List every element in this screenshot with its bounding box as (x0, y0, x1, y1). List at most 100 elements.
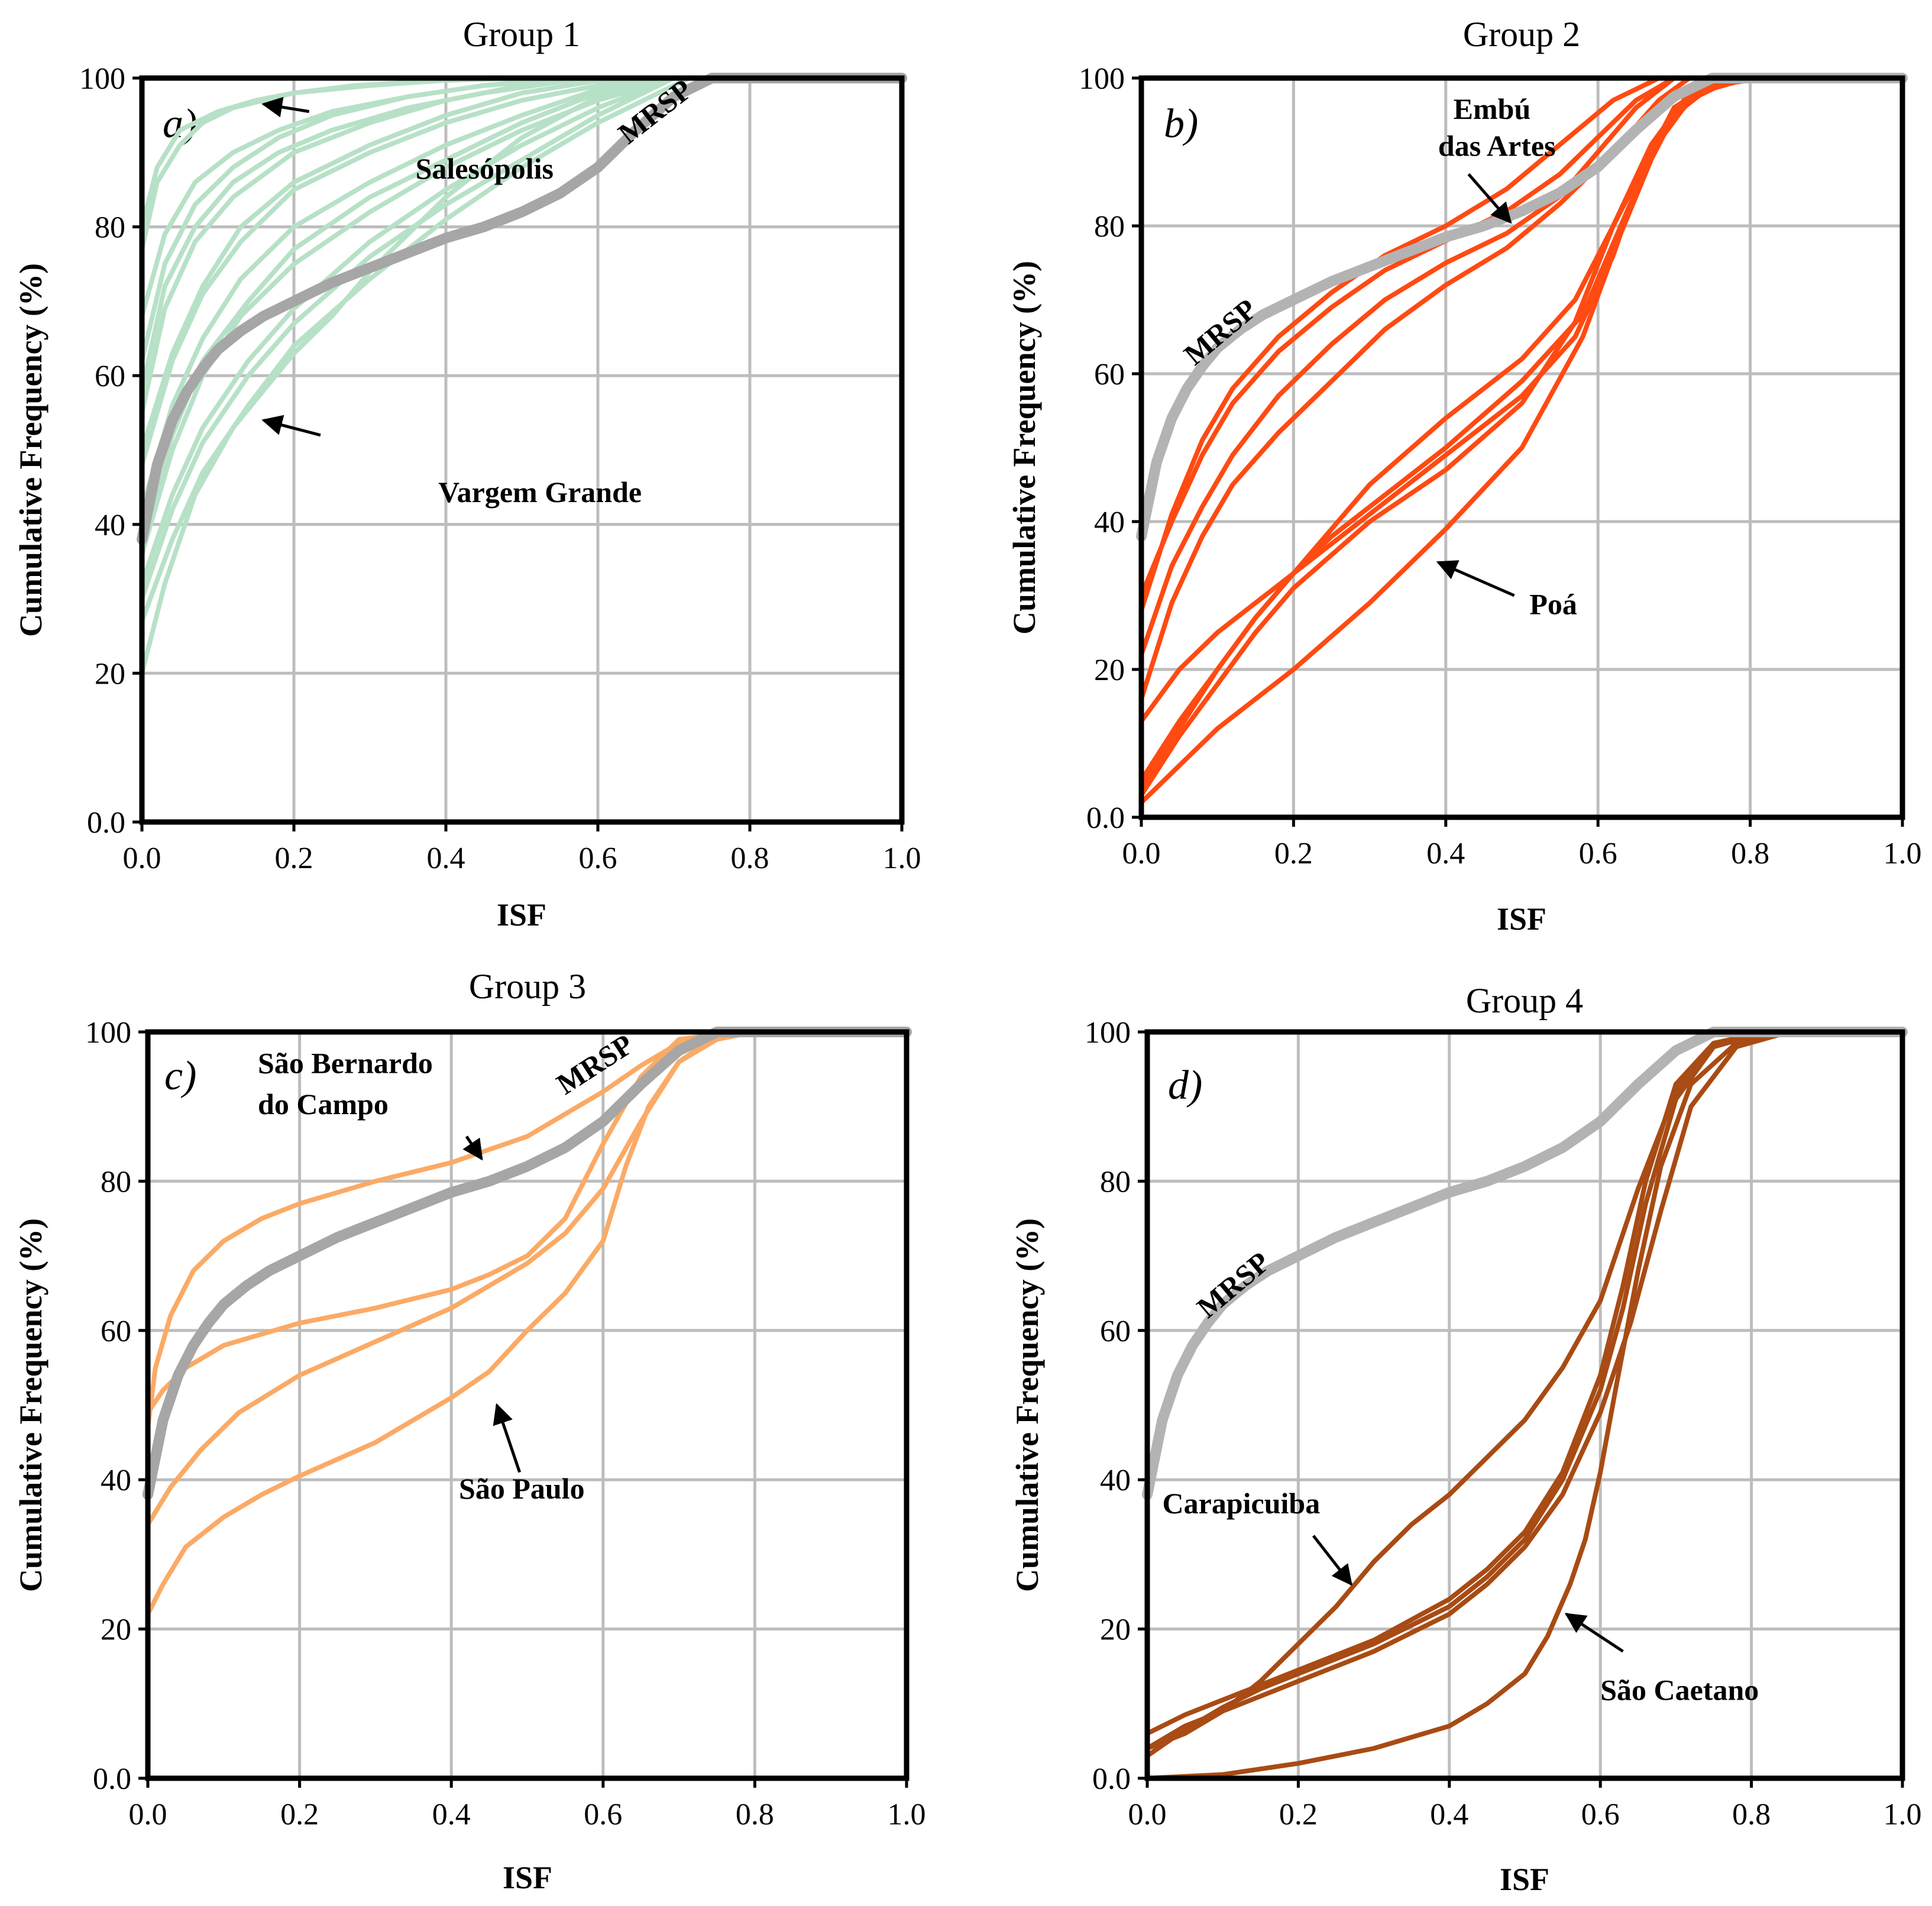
annotation-label: MRSP (551, 1027, 639, 1101)
annotation-label: Poá (1529, 587, 1577, 620)
x-tick-label: 0.2 (280, 1798, 319, 1831)
y-tick-label: 80 (1094, 210, 1125, 244)
x-tick-label: 0.0 (123, 842, 161, 875)
x-tick-label: 0.6 (1579, 837, 1617, 871)
x-tick-label: 0.6 (1581, 1798, 1620, 1831)
series-line-13 (140, 76, 677, 601)
x-tick-label: 0.4 (432, 1798, 471, 1831)
panel-a: Group 1 a) ISF Cumulative Frequency (%) … (13, 15, 921, 933)
panel-title: Group 2 (1463, 15, 1580, 54)
series-line-11 (140, 76, 616, 452)
x-tick-label: 0.8 (1732, 1798, 1771, 1831)
plot-frame (139, 75, 905, 825)
y-tick-label: 20 (95, 657, 125, 691)
annotation-label: MRSP (1177, 292, 1263, 371)
annotation-label: São Paulo (459, 1472, 585, 1505)
mrsp-line (137, 73, 907, 545)
panel-d: Group 4 d) ISF Cumulative Frequency (%) … (1009, 981, 1922, 1897)
panel-c: Group 3 c) ISF Cumulative Frequency (%) … (13, 967, 926, 1895)
series-line-3 (1145, 1030, 1769, 1759)
y-tick-label: 80 (95, 211, 125, 245)
y-tick-label: 60 (1100, 1315, 1131, 1348)
y-tick-label: 20 (101, 1613, 131, 1647)
y-axis-label: Cumulative Frequency (%) (13, 1218, 48, 1592)
y-tick-label: 80 (101, 1165, 131, 1199)
series-line-4 (1139, 76, 1692, 701)
annotation-arrow (1312, 1535, 1352, 1586)
annotation-label: do Campo (258, 1088, 389, 1121)
annotation-label: São Bernardo (258, 1046, 433, 1079)
series-line-2 (145, 1030, 758, 1527)
x-tick-label: 0.2 (275, 842, 313, 875)
annotation-arrow (493, 1403, 522, 1473)
y-tick-label: 60 (95, 360, 125, 393)
y-tick-label: 0.0 (93, 1762, 131, 1796)
x-tick-label: 1.0 (1884, 1798, 1922, 1831)
y-tick-label: 0.0 (87, 806, 125, 840)
x-tick-label: 0.8 (1731, 837, 1769, 871)
plot-frame (145, 1029, 910, 1781)
series-line-emb-das-artes (1139, 76, 1677, 598)
annotation-label: Carapicuiba (1163, 1487, 1321, 1520)
series-line-2 (1145, 1030, 1769, 1736)
annotation-arrow (462, 1135, 483, 1161)
series-line-s-o-caetano (1145, 1030, 1792, 1781)
y-tick-label: 40 (101, 1464, 131, 1497)
annotation-label: das Artes (1438, 129, 1556, 162)
x-tick-label: 0.0 (129, 1798, 167, 1831)
y-tick-label: 40 (95, 509, 125, 542)
x-tick-label: 0.0 (1128, 1798, 1167, 1831)
plot-frame (1138, 75, 1905, 820)
x-tick-label: 1.0 (1884, 837, 1922, 871)
x-axis-label: ISF (1497, 901, 1546, 937)
x-axis-label: ISF (497, 897, 546, 933)
panel-label: d) (1168, 1063, 1202, 1108)
panel-title: Group 1 (463, 15, 580, 54)
panel-b: Group 2 b) ISF Cumulative Frequency (%) … (1007, 15, 1922, 937)
series-line-7 (140, 76, 677, 587)
y-tick-label: 40 (1094, 506, 1125, 539)
panel-title: Group 4 (1466, 981, 1583, 1020)
series-line-14 (140, 76, 525, 229)
annotation-arrow (261, 96, 310, 118)
series-line-6 (140, 76, 677, 557)
y-tick-label: 60 (101, 1315, 131, 1348)
y-tick-label: 60 (1094, 358, 1125, 391)
y-tick-label: 40 (1100, 1464, 1131, 1497)
annotation-arrow (1564, 1613, 1624, 1653)
x-tick-label: 1.0 (888, 1798, 926, 1831)
x-axis-label: ISF (1500, 1862, 1549, 1897)
x-tick-label: 0.8 (736, 1798, 774, 1831)
y-tick-label: 20 (1094, 653, 1125, 687)
series-line-5 (140, 76, 661, 512)
panel-label: c) (164, 1053, 196, 1099)
x-tick-label: 0.4 (427, 842, 465, 875)
series-line-3 (1139, 76, 1677, 657)
x-tick-label: 0.6 (584, 1798, 622, 1831)
annotation-label: MRSP (1190, 1245, 1276, 1324)
annotation-arrow (1436, 560, 1515, 597)
x-tick-label: 0.4 (1430, 1798, 1468, 1831)
y-tick-label: 100 (79, 62, 125, 96)
mrsp-line (143, 1027, 912, 1500)
annotation-label: Embú (1454, 92, 1531, 125)
y-tick-label: 20 (1100, 1613, 1131, 1647)
series-line-6 (1139, 76, 1737, 783)
series-line-4 (1145, 1030, 1792, 1751)
series-line-3 (145, 1030, 742, 1415)
x-tick-label: 1.0 (883, 842, 921, 875)
y-axis-label: Cumulative Frequency (%) (1007, 261, 1042, 635)
y-tick-label: 0.0 (1092, 1762, 1131, 1796)
annotation-arrow (261, 415, 321, 437)
x-axis-label: ISF (503, 1860, 552, 1895)
x-tick-label: 0.4 (1426, 837, 1465, 871)
series-line-7 (1139, 76, 1737, 798)
y-tick-label: 0.0 (1086, 801, 1125, 835)
y-tick-label: 100 (85, 1016, 131, 1050)
series-line-8 (140, 76, 692, 624)
annotation-label: Vargem Grande (438, 475, 642, 509)
y-axis-label: Cumulative Frequency (%) (13, 263, 48, 637)
y-tick-label: 80 (1100, 1165, 1131, 1199)
y-tick-label: 100 (1079, 62, 1125, 96)
